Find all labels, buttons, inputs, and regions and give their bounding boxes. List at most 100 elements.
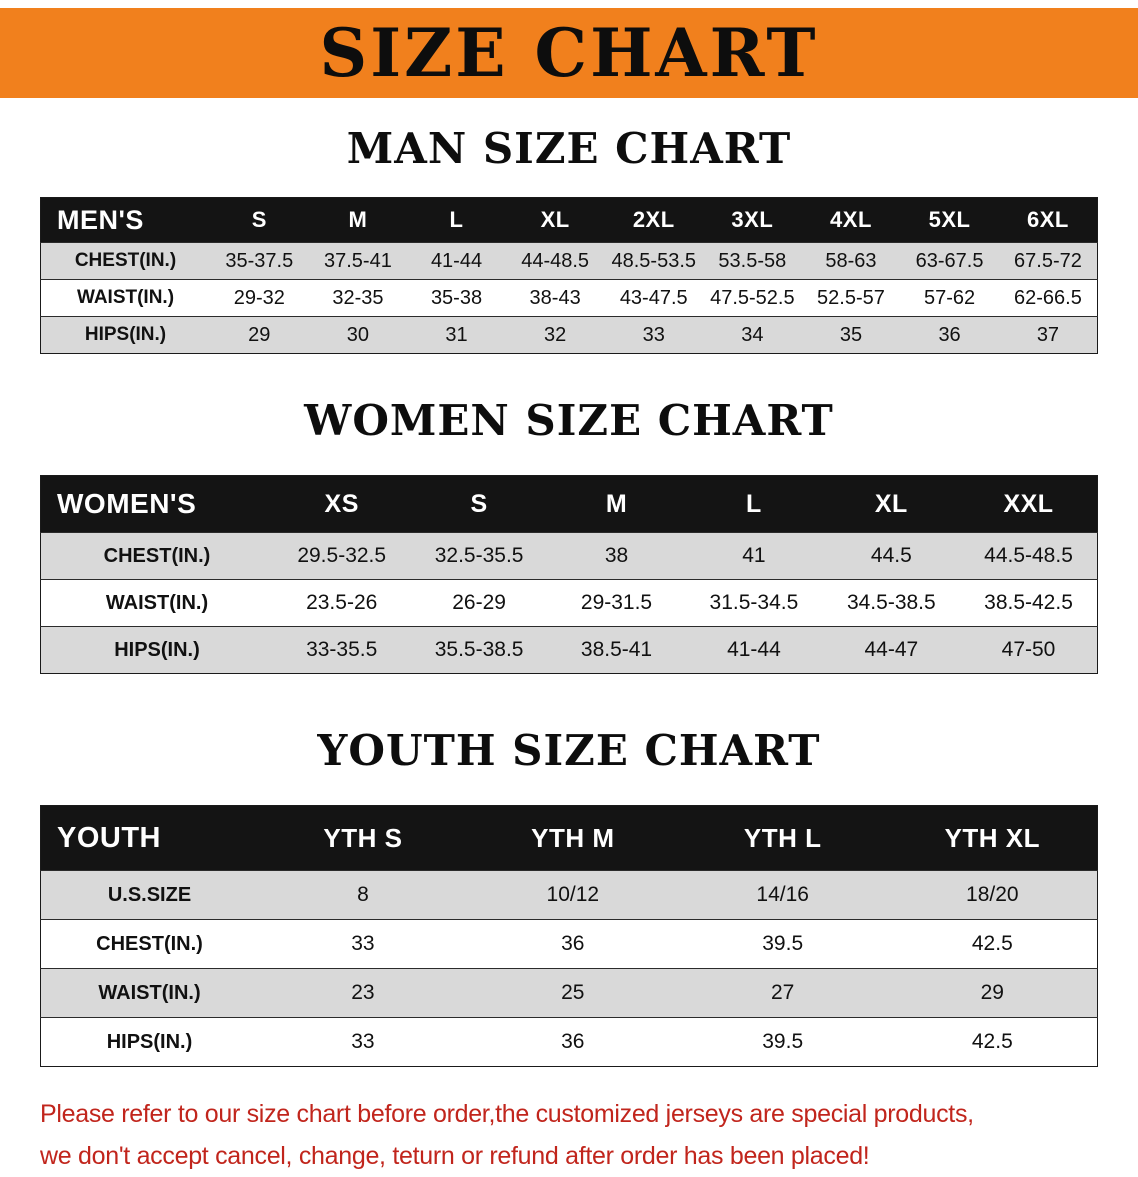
men-row-waist-in: WAIST(IN.) 29-32 32-35 35-38 38-43 43-47.5 47.… xyxy=(40,279,1098,317)
size-value: 39.5 xyxy=(677,1017,888,1067)
size-value: 41 xyxy=(685,532,823,580)
men-size-column-header: 6XL xyxy=(998,197,1098,243)
measure-label: HIPS(IN.) xyxy=(40,1017,258,1067)
measure-label: CHEST(IN.) xyxy=(40,919,258,969)
size-value: 34 xyxy=(703,316,802,354)
women-size-column-header: XL xyxy=(822,475,961,533)
size-value: 38.5-41 xyxy=(547,626,686,674)
size-value: 35-38 xyxy=(407,279,506,317)
size-value: 35-37.5 xyxy=(210,242,309,280)
youth-size-column-header: YTH S xyxy=(258,805,468,871)
size-value: 62-66.5 xyxy=(998,279,1098,317)
men-row-hips-in: HIPS(IN.) 29 30 31 32 33 34 35 36 37 xyxy=(40,316,1098,354)
size-value: 42.5 xyxy=(887,1017,1098,1067)
measure-label: HIPS(IN.) xyxy=(40,626,273,674)
size-value: 47.5-52.5 xyxy=(703,279,802,317)
youth-size-column-header: YTH XL xyxy=(887,805,1098,871)
measure-label: WAIST(IN.) xyxy=(40,579,273,627)
size-value: 38.5-42.5 xyxy=(960,579,1098,627)
measure-label: WAIST(IN.) xyxy=(40,279,210,317)
size-chart-page: SIZE CHART MAN SIZE CHART MEN'S S M L XL 2XL 3… xyxy=(0,8,1138,1177)
size-value: 37 xyxy=(998,316,1098,354)
size-value: 67.5-72 xyxy=(998,242,1098,280)
size-value: 48.5-53.5 xyxy=(604,242,704,280)
size-value: 57-62 xyxy=(900,279,999,317)
women-header-row: WOMEN'S XS S M L XL XXL xyxy=(40,475,1098,533)
men-section-title: MAN SIZE CHART xyxy=(346,124,792,173)
size-value: 35 xyxy=(801,316,901,354)
size-value: 29 xyxy=(210,316,309,354)
size-value: 38 xyxy=(547,532,686,580)
size-value: 32 xyxy=(505,316,605,354)
size-value: 33 xyxy=(604,316,704,354)
size-value: 36 xyxy=(467,919,678,969)
women-row-chest-in: CHEST(IN.) 29.5-32.5 32.5-35.5 38 41 44.5 44.5… xyxy=(40,532,1098,580)
size-value: 18/20 xyxy=(887,870,1098,920)
youth-row-hips-in: HIPS(IN.) 33 36 39.5 42.5 xyxy=(40,1017,1098,1067)
women-size-column-header: XS xyxy=(273,475,411,533)
men-size-table: MEN'S S M L XL 2XL 3XL 4XL 5XL 6XL CHEST(IN.) 35-37… xyxy=(40,197,1098,354)
size-value: 34.5-38.5 xyxy=(822,579,961,627)
women-corner-label: WOMEN'S xyxy=(40,475,273,533)
youth-size-column-header: YTH M xyxy=(467,805,678,871)
size-value: 33-35.5 xyxy=(273,626,411,674)
women-row-waist-in: WAIST(IN.) 23.5-26 26-29 29-31.5 31.5-34.5 34… xyxy=(40,579,1098,627)
size-value: 41-44 xyxy=(407,242,506,280)
size-value: 38-43 xyxy=(505,279,605,317)
men-size-column-header: S xyxy=(210,197,309,243)
youth-size-column-header: YTH L xyxy=(677,805,888,871)
men-size-column-header: 4XL xyxy=(801,197,901,243)
size-value: 8 xyxy=(258,870,468,920)
men-size-column-header: 2XL xyxy=(604,197,704,243)
size-value: 29-31.5 xyxy=(547,579,686,627)
size-value: 47-50 xyxy=(960,626,1098,674)
size-value: 29 xyxy=(887,968,1098,1018)
youth-row-waist-in: WAIST(IN.) 23 25 27 29 xyxy=(40,968,1098,1018)
youth-section-title: YOUTH SIZE CHART xyxy=(317,726,821,775)
measure-label: HIPS(IN.) xyxy=(40,316,210,354)
women-section-title: WOMEN SIZE CHART xyxy=(304,396,834,445)
size-value: 41-44 xyxy=(685,626,823,674)
women-size-table: WOMEN'S XS S M L XL XXL CHEST(IN.) 29.5-32.5 32.5… xyxy=(40,475,1098,674)
measure-label: U.S.SIZE xyxy=(40,870,258,920)
footer-line-1: Please refer to our size chart before or… xyxy=(40,1100,974,1128)
banner: SIZE CHART xyxy=(0,8,1138,98)
size-value: 44.5-48.5 xyxy=(960,532,1098,580)
banner-title: SIZE CHART xyxy=(319,14,819,92)
size-value: 30 xyxy=(308,316,408,354)
size-value: 23.5-26 xyxy=(273,579,411,627)
men-size-column-header: 3XL xyxy=(703,197,802,243)
size-value: 42.5 xyxy=(887,919,1098,969)
men-size-column-header: 5XL xyxy=(900,197,999,243)
men-size-column-header: XL xyxy=(505,197,605,243)
women-size-column-header: M xyxy=(547,475,686,533)
measure-label: WAIST(IN.) xyxy=(40,968,258,1018)
size-value: 39.5 xyxy=(677,919,888,969)
men-row-chest-in: CHEST(IN.) 35-37.5 37.5-41 41-44 44-48.5 48.5… xyxy=(40,242,1098,280)
women-size-chart-section: WOMEN SIZE CHART WOMEN'S XS S M L XL XXL CHEST(… xyxy=(0,396,1138,674)
youth-size-table-container: YOUTH YTH S YTH M YTH L YTH XL U.S.SIZE 8 10/12… xyxy=(0,805,1138,1067)
footer-line-2: we don't accept cancel, change, teturn o… xyxy=(40,1142,870,1170)
youth-header-row: YOUTH YTH S YTH M YTH L YTH XL xyxy=(40,805,1098,871)
men-size-column-header: L xyxy=(407,197,506,243)
size-value: 52.5-57 xyxy=(801,279,901,317)
size-value: 25 xyxy=(467,968,678,1018)
footer-note: Please refer to our size chart before or… xyxy=(0,1093,1138,1177)
youth-size-table: YOUTH YTH S YTH M YTH L YTH XL U.S.SIZE 8 10/12… xyxy=(40,805,1098,1067)
size-value: 14/16 xyxy=(677,870,888,920)
size-value: 32.5-35.5 xyxy=(410,532,548,580)
men-corner-label: MEN'S xyxy=(40,197,210,243)
size-value: 35.5-38.5 xyxy=(410,626,548,674)
size-value: 44-47 xyxy=(822,626,961,674)
youth-corner-label: YOUTH xyxy=(40,805,258,871)
youth-size-chart-section: YOUTH SIZE CHART YOUTH YTH S YTH M YTH L YTH… xyxy=(0,726,1138,1067)
size-value: 44.5 xyxy=(822,532,961,580)
size-value: 44-48.5 xyxy=(505,242,605,280)
youth-row-u-s-size: U.S.SIZE 8 10/12 14/16 18/20 xyxy=(40,870,1098,920)
size-value: 33 xyxy=(258,1017,468,1067)
size-value: 58-63 xyxy=(801,242,901,280)
size-value: 29.5-32.5 xyxy=(273,532,411,580)
size-value: 63-67.5 xyxy=(900,242,999,280)
size-value: 27 xyxy=(677,968,888,1018)
size-value: 26-29 xyxy=(410,579,548,627)
